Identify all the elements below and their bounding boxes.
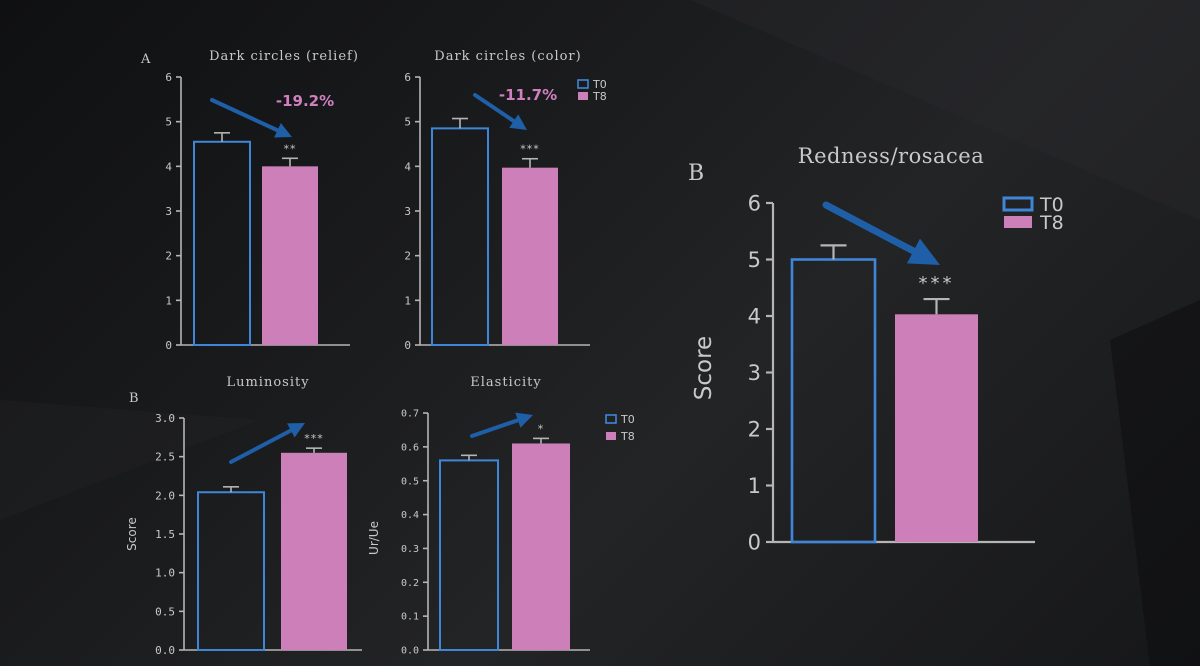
trend-arrow <box>210 98 280 133</box>
significance-marker: *** <box>520 143 540 156</box>
trend-arrow-head <box>509 114 527 130</box>
chart-title: Luminosity <box>226 375 309 390</box>
legend-label: T0 <box>620 413 635 426</box>
y-tick-label: 2.0 <box>155 489 175 502</box>
y-tick-label: 6 <box>165 71 172 84</box>
significance-marker: * <box>538 422 545 435</box>
y-tick-label: 0.0 <box>155 644 175 657</box>
y-tick-label: 2.5 <box>155 451 175 464</box>
significance-marker: ** <box>284 142 297 155</box>
bar-t8 <box>262 166 318 345</box>
y-tick-label: 0.7 <box>401 409 419 420</box>
chart-title: Dark circles (relief) <box>209 49 359 64</box>
y-tick-label: 3 <box>748 361 761 385</box>
chart-luminosity: Luminosity B 0.0 0.5 1.0 1.5 2.0 2.5 3.0 Score *** <box>125 375 362 657</box>
bar-t0 <box>790 258 877 544</box>
bar-t8 <box>281 452 347 650</box>
legend-swatch-t8 <box>1004 216 1032 228</box>
change-label: -11.7% <box>499 86 557 104</box>
y-axis-label: Score <box>125 517 139 551</box>
trend-arrow-head <box>515 412 533 428</box>
y-tick-label: 0.4 <box>401 510 419 521</box>
legend-label: T8 <box>592 90 607 103</box>
trend-arrow-head <box>906 238 940 265</box>
bar-t8 <box>512 443 570 650</box>
legend-label: T0 <box>592 78 607 91</box>
legend-swatch-t0 <box>577 79 589 89</box>
chart-elasticity: Elasticity 0.0 0.1 0.2 0.3 0.4 0.5 0.6 0.7 Ur/Ue *… <box>367 375 635 657</box>
trend-arrow <box>229 428 293 464</box>
y-tick-label: 5 <box>748 248 761 272</box>
legend-swatch-t0 <box>1002 196 1034 212</box>
legend-label: T8 <box>620 430 635 443</box>
y-tick-label: 6 <box>748 192 761 216</box>
y-axis-label: Ur/Ue <box>367 521 381 555</box>
bar-t0 <box>439 459 499 651</box>
bar-t0 <box>193 140 251 346</box>
bar-t8 <box>895 314 978 542</box>
y-tick-label: 2 <box>748 418 761 442</box>
y-tick-label: 5 <box>404 116 411 129</box>
legend-label: T0 <box>1039 194 1064 216</box>
significance-marker: *** <box>304 432 324 445</box>
y-tick-label: 0 <box>404 339 411 352</box>
y-tick-label: 0.5 <box>401 476 419 487</box>
y-tick-label: 4 <box>165 160 172 173</box>
chart-relief: Dark circles (relief) A 0 1 2 3 4 5 6 ** -19.2% <box>140 49 359 352</box>
trend-arrow <box>470 418 520 438</box>
y-tick-label: 1 <box>404 294 411 307</box>
trend-arrow <box>822 201 917 255</box>
chart-title: Elasticity <box>470 375 541 390</box>
y-tick-label: 0.2 <box>401 578 419 589</box>
y-tick-label: 2 <box>165 250 172 263</box>
y-tick-label: 1 <box>748 474 761 498</box>
panel-label: B <box>129 391 139 406</box>
chart-title: Dark circles (color) <box>434 49 581 64</box>
y-tick-label: 0.1 <box>401 612 419 623</box>
y-tick-label: 1 <box>165 294 172 307</box>
y-tick-label: 4 <box>404 160 411 173</box>
y-axis-label: Score <box>691 336 717 400</box>
y-tick-label: 2 <box>404 250 411 263</box>
legend-label: T8 <box>1039 212 1064 234</box>
panel-label: A <box>140 52 151 67</box>
y-tick-label: 4 <box>748 305 761 329</box>
y-tick-label: 0 <box>748 531 761 555</box>
y-tick-label: 0.6 <box>401 442 419 453</box>
y-tick-label: 0.0 <box>401 646 419 657</box>
trend-arrow-head <box>287 423 305 438</box>
y-tick-label: 0.3 <box>401 544 419 555</box>
legend-swatch-t8 <box>606 432 616 440</box>
y-tick-label: 1.0 <box>155 567 175 580</box>
y-tick-label: 3 <box>404 205 411 218</box>
significance-marker: *** <box>919 273 955 294</box>
y-tick-label: 1.5 <box>155 528 175 541</box>
trend-arrow-head <box>274 123 292 138</box>
chart-title: Redness/rosacea <box>798 144 984 168</box>
trend-arrow <box>473 93 516 124</box>
change-label: -19.2% <box>276 92 334 110</box>
panel-label: B <box>688 161 704 186</box>
bar-t0 <box>197 491 265 651</box>
legend-swatch-t8 <box>578 92 588 100</box>
y-tick-label: 0 <box>165 339 172 352</box>
bar-t0 <box>431 127 489 346</box>
legend-swatch-t0 <box>605 414 617 424</box>
y-tick-label: 6 <box>404 71 411 84</box>
y-tick-label: 3.0 <box>155 412 175 425</box>
bar-t8 <box>502 167 558 345</box>
y-tick-label: 0.5 <box>155 605 175 618</box>
y-tick-label: 3 <box>165 205 172 218</box>
y-tick-label: 5 <box>165 116 172 129</box>
